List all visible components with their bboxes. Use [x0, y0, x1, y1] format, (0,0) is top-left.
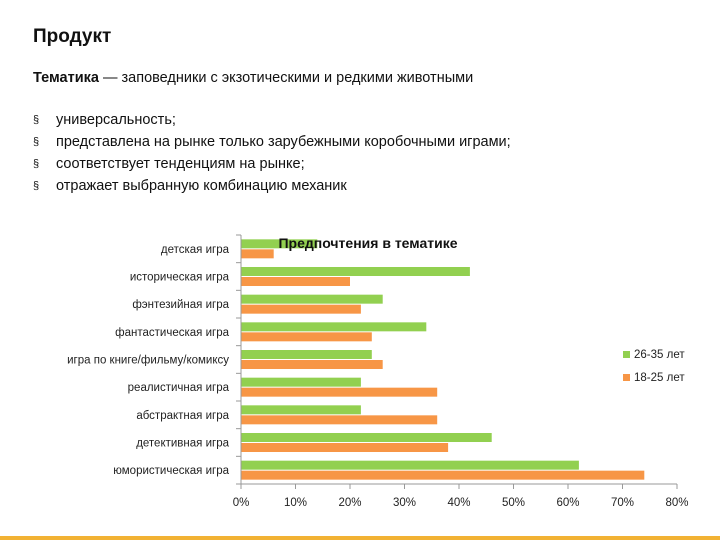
bar-age-18-25 [241, 360, 383, 369]
bottom-accent-strip [0, 536, 720, 540]
theme-label: Тематика [33, 70, 99, 86]
category-label: юмористическая игра [113, 465, 229, 477]
category-label: игра по книге/фильму/комиксу [67, 355, 229, 367]
x-tick-label: 60% [556, 497, 579, 509]
legend-label: 26-35 лет [634, 349, 685, 361]
bullet-text: соответствует тенденциям на рынке; [56, 156, 305, 172]
bar-age-26-35 [241, 405, 361, 415]
x-tick-label: 50% [502, 497, 525, 509]
bullet-marker: § [33, 180, 40, 192]
bar-age-26-35 [241, 433, 492, 442]
bullet-item: § отражает выбранную комбинацию механик [33, 175, 511, 197]
bar-age-26-35 [241, 322, 427, 332]
category-label: фэнтезийная игра [132, 299, 229, 311]
x-tick-label: 0% [233, 497, 250, 509]
category-label: абстрактная игра [136, 410, 229, 422]
theme-text: — заповедники с экзотическими и редкими … [98, 70, 474, 86]
bar-age-26-35 [241, 239, 318, 249]
bar-age-18-25 [241, 277, 350, 286]
bar-age-18-25 [241, 387, 438, 397]
bullet-text: отражает выбранную комбинацию механик [56, 178, 347, 194]
bar-age-26-35 [241, 294, 383, 304]
bullet-item: § представлена на рынке только зарубежным… [33, 131, 511, 153]
category-label: детская игра [161, 244, 230, 256]
bar-age-18-25 [241, 332, 372, 342]
category-label: историческая игра [130, 272, 230, 284]
bar-age-18-25 [241, 443, 449, 452]
x-tick-label: 30% [393, 497, 416, 509]
x-tick-label: 20% [338, 497, 361, 509]
bar-age-18-25 [241, 304, 361, 314]
bar-age-18-25 [241, 415, 438, 425]
category-label: детективная игра [136, 438, 229, 450]
bullet-marker: § [33, 158, 40, 170]
category-label: реалистичная игра [128, 382, 230, 394]
bullet-marker: § [33, 114, 40, 126]
legend-swatch [623, 374, 630, 381]
bullet-item: § универсальность; [33, 109, 511, 131]
x-tick-label: 70% [611, 497, 634, 509]
bullet-item: § соответствует тенденциям на рынке; [33, 153, 511, 175]
bar-age-18-25 [241, 470, 645, 480]
chart-title: Предпочтения в тематике [278, 235, 457, 251]
bullet-text: универсальность; [56, 112, 176, 128]
bar-age-18-25 [241, 249, 274, 259]
x-tick-label: 80% [665, 497, 688, 509]
bar-age-26-35 [241, 267, 470, 276]
x-tick-label: 10% [284, 497, 307, 509]
bullet-marker: § [33, 136, 40, 148]
bullet-list: § универсальность; § представлена на рынке… [33, 109, 511, 197]
bar-age-26-35 [241, 377, 361, 387]
x-tick-label: 40% [447, 497, 470, 509]
legend-swatch [623, 351, 630, 358]
slide-title: Продукт [33, 26, 112, 47]
category-label: фантастическая игра [115, 327, 229, 339]
legend-label: 18-25 лет [634, 372, 685, 384]
theme-line: Тематика — заповедники с экзотическими и… [33, 70, 473, 86]
bullet-text: представлена на рынке только зарубежными… [56, 134, 511, 150]
bar-age-26-35 [241, 350, 372, 359]
bar-age-26-35 [241, 460, 579, 470]
